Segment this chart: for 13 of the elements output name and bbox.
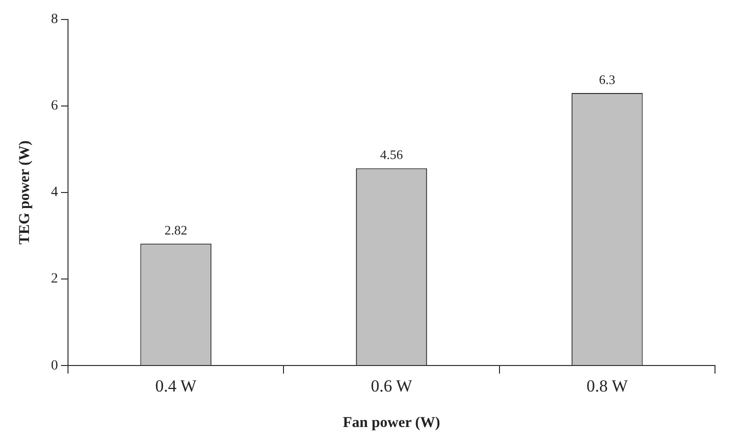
data-label: 4.56 <box>380 147 404 162</box>
x-tick-label: 0.8 W <box>586 376 629 396</box>
y-tick-label: 6 <box>51 98 58 114</box>
y-tick-label: 0 <box>51 358 58 374</box>
data-label: 6.3 <box>599 72 616 87</box>
x-axis-title: Fan power (W) <box>342 414 440 431</box>
y-tick-label: 2 <box>51 272 58 287</box>
x-tick-label: 0.4 W <box>155 376 198 396</box>
data-label: 2.82 <box>164 222 188 238</box>
x-tick-label: 0.6 W <box>370 376 414 396</box>
y-tick-label: 4 <box>51 185 58 200</box>
y-axis-title: TEG power (W) <box>16 140 33 244</box>
y-tick-label: 8 <box>51 12 58 28</box>
